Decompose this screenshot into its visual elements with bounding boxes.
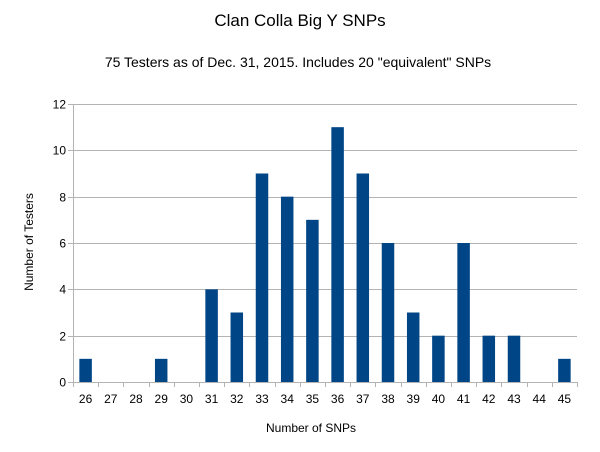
bar-31 bbox=[205, 289, 218, 382]
y-tick-label-0: 0 bbox=[59, 376, 66, 390]
y-tick-label-8: 8 bbox=[59, 191, 66, 205]
x-tick-label-40: 40 bbox=[432, 392, 446, 406]
chart-subtitle: 75 Testers as of Dec. 31, 2015. Includes… bbox=[105, 54, 491, 70]
bar-45 bbox=[558, 358, 571, 382]
bar-36 bbox=[331, 127, 344, 383]
bar-32 bbox=[230, 312, 244, 382]
x-tick-label-33: 33 bbox=[255, 392, 269, 406]
x-tick-label-39: 39 bbox=[407, 392, 421, 406]
x-tick-label-34: 34 bbox=[281, 392, 295, 406]
gridlines bbox=[73, 104, 577, 383]
y-tick-label-2: 2 bbox=[59, 330, 66, 344]
x-tick-labels: 26 27 28 29 30 31 32 33 34 35 36 37 38 39 40 41 42 43 44 45 bbox=[79, 392, 571, 406]
x-tick-label-38: 38 bbox=[381, 392, 395, 406]
x-tick-label-41: 41 bbox=[457, 392, 471, 406]
bar-39 bbox=[406, 312, 420, 382]
y-axis-label: Number of Testers bbox=[22, 193, 36, 291]
x-tick-label-32: 32 bbox=[230, 392, 244, 406]
bar-37 bbox=[356, 173, 370, 382]
x-axis-label: Number of SNPs bbox=[266, 421, 356, 435]
bar-43 bbox=[507, 335, 521, 382]
x-tick-label-45: 45 bbox=[558, 392, 572, 406]
y-tick-label-4: 4 bbox=[59, 283, 66, 297]
bars bbox=[79, 127, 571, 383]
y-tick-labels: 0 2 4 6 8 10 12 bbox=[53, 98, 67, 390]
x-tick-label-44: 44 bbox=[533, 392, 547, 406]
chart-title: Clan Colla Big Y SNPs bbox=[214, 11, 385, 30]
y-tick-label-10: 10 bbox=[53, 144, 67, 158]
x-tick-label-36: 36 bbox=[331, 392, 345, 406]
x-tick-label-28: 28 bbox=[129, 392, 143, 406]
bar-34 bbox=[280, 196, 294, 382]
y-tick-label-12: 12 bbox=[53, 98, 67, 112]
axes bbox=[68, 104, 578, 387]
x-tick-label-43: 43 bbox=[507, 392, 521, 406]
x-tick-label-35: 35 bbox=[306, 392, 320, 406]
y-tick-label-6: 6 bbox=[59, 237, 66, 251]
x-tick-label-42: 42 bbox=[482, 392, 496, 406]
bar-38 bbox=[381, 243, 395, 382]
bar-41 bbox=[457, 243, 470, 382]
bar-29 bbox=[154, 358, 168, 382]
x-tick-label-29: 29 bbox=[155, 392, 169, 406]
x-tick-label-37: 37 bbox=[356, 392, 370, 406]
bar-35 bbox=[306, 219, 319, 382]
x-tick-label-31: 31 bbox=[205, 392, 219, 406]
x-tick-label-27: 27 bbox=[104, 392, 118, 406]
x-tick-label-30: 30 bbox=[180, 392, 194, 406]
bar-26 bbox=[79, 358, 92, 382]
x-tick-label-26: 26 bbox=[79, 392, 93, 406]
bar-40 bbox=[432, 335, 445, 382]
bar-42 bbox=[482, 335, 496, 382]
bar-33 bbox=[255, 173, 269, 382]
